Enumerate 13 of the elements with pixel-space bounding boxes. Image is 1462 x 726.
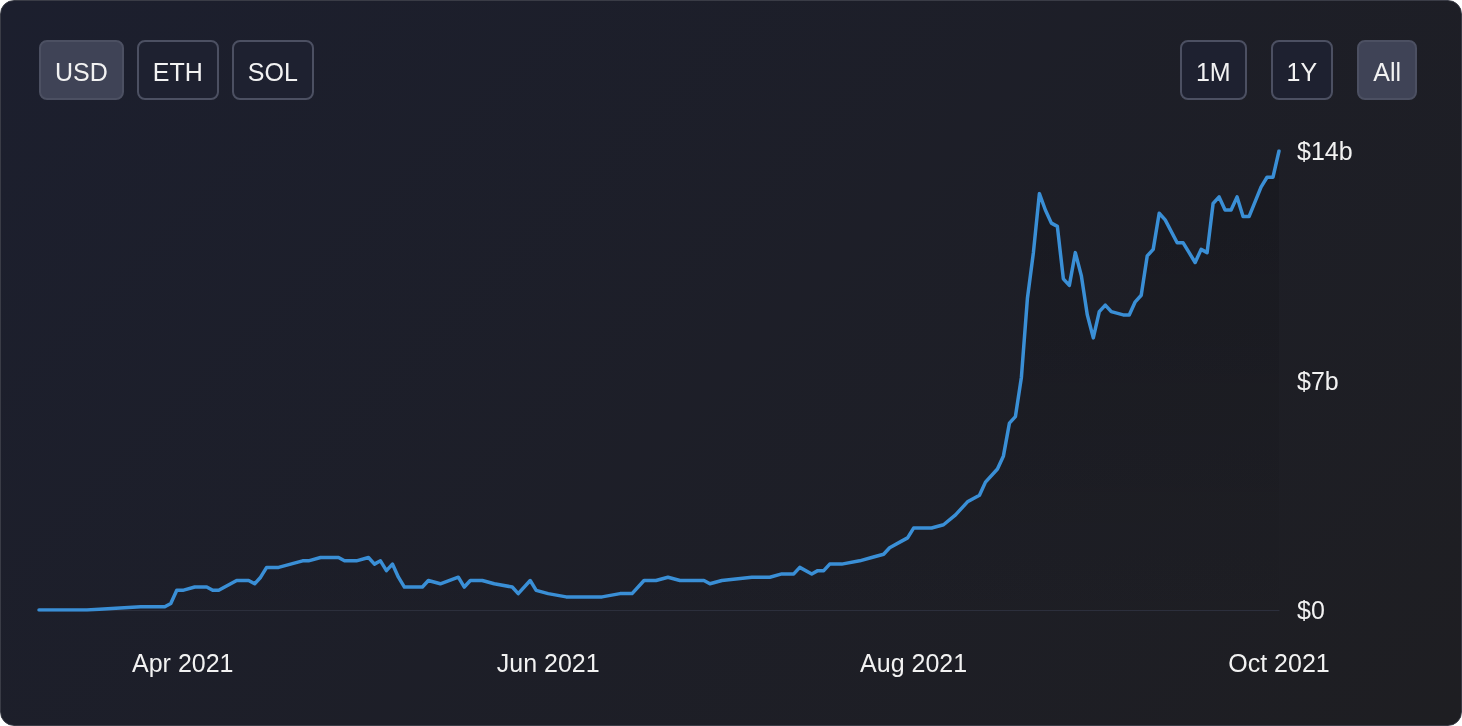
currency-button: SOL xyxy=(231,40,314,100)
x-tick-label: Aug 2021 xyxy=(860,648,968,677)
y-tick-label: $7b xyxy=(1297,366,1339,395)
x-tick-label: Jun 2021 xyxy=(496,648,600,677)
y-tick-label: $14b xyxy=(1297,137,1353,165)
x-tick-label: Apr 2021 xyxy=(132,648,234,677)
currency-button: USD xyxy=(39,40,124,100)
range-button: All xyxy=(1357,40,1417,100)
range-button: 1M xyxy=(1179,40,1247,100)
range-button: 1Y xyxy=(1270,40,1334,100)
x-tick-label: Oct 2021 xyxy=(1228,648,1330,677)
currency-button: ETH xyxy=(136,40,219,100)
y-tick-label: $0 xyxy=(1297,596,1325,624)
